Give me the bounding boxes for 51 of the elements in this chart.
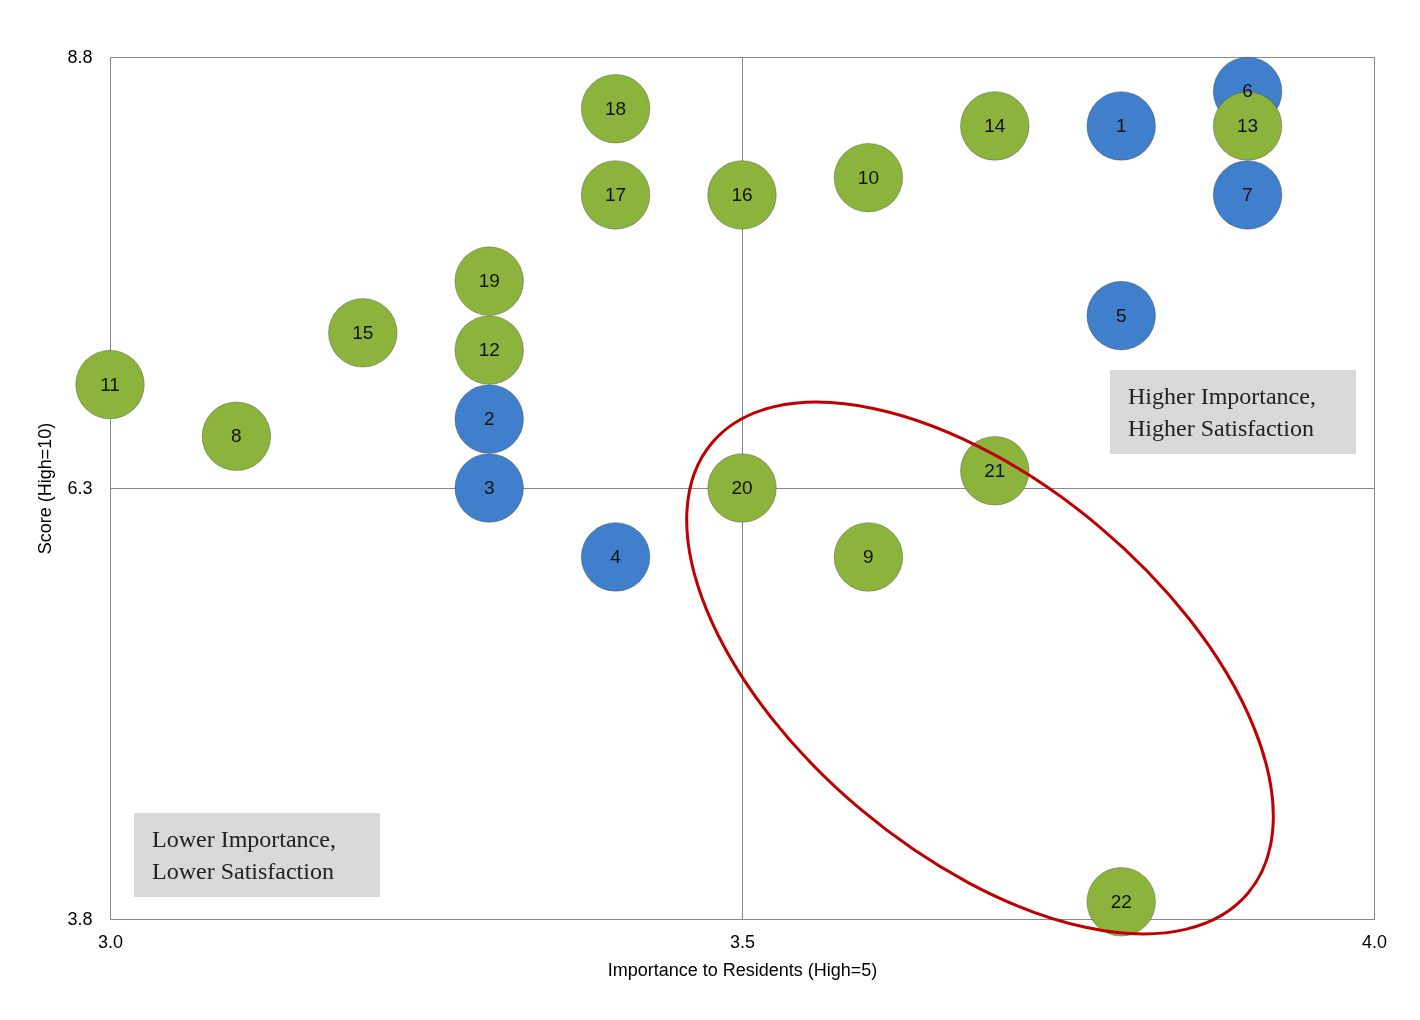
- annotation: 8: [231, 425, 242, 447]
- annotation: 22: [1110, 890, 1132, 912]
- point: [580, 160, 651, 230]
- x-axis-title: Importance to Residents (High=5): [607, 959, 878, 980]
- point: [833, 142, 904, 213]
- annotation: 13: [1237, 114, 1259, 136]
- annotation: 4: [610, 545, 622, 567]
- annotation: 5: [1115, 304, 1127, 326]
- y-tick-label: 8.8: [67, 46, 93, 67]
- point: [454, 384, 524, 454]
- annotation: Lower Importance, Lower Satisfaction: [134, 813, 380, 897]
- y-tick-label: 6.3: [67, 477, 93, 498]
- point: [201, 401, 272, 471]
- annotation: 15: [352, 321, 374, 343]
- point: [1086, 867, 1156, 937]
- annotation: 17: [605, 183, 627, 205]
- point: [960, 436, 1030, 506]
- annotation: Higher Importance, Higher Satisfaction: [1110, 370, 1356, 454]
- annotation: 20: [731, 477, 753, 498]
- x-tick-label: 3.0: [97, 931, 124, 952]
- annotation: 16: [731, 183, 753, 205]
- y-axis-title: Score (High=10): [35, 422, 56, 555]
- point: [75, 349, 145, 420]
- point: [454, 453, 524, 523]
- x-tick-label: 4.0: [1361, 931, 1388, 952]
- annotation: 14: [984, 114, 1006, 136]
- point: [580, 522, 651, 592]
- point: [1212, 160, 1283, 230]
- annotation: 11: [100, 373, 120, 395]
- annotation: 10: [857, 166, 879, 188]
- annotation: 1: [1115, 114, 1127, 136]
- annotation: 9: [863, 545, 874, 567]
- annotation: 18: [605, 97, 627, 119]
- point: [328, 298, 398, 368]
- point: [833, 522, 904, 592]
- point: [960, 91, 1030, 161]
- annotation: 21: [984, 459, 1006, 481]
- annotation: 7: [1242, 183, 1253, 205]
- point: [1086, 91, 1156, 161]
- point: [580, 74, 651, 144]
- annotation: 12: [478, 339, 500, 361]
- x-tick-label: 3.5: [729, 931, 756, 952]
- annotation: 3: [483, 477, 495, 498]
- point: [454, 246, 524, 316]
- point: [707, 160, 777, 230]
- point: [1086, 280, 1156, 351]
- point: [707, 453, 777, 523]
- annotation: 19: [478, 270, 500, 292]
- annotation: 2: [483, 408, 495, 430]
- point: [454, 315, 524, 385]
- y-tick-label: 3.8: [67, 908, 93, 929]
